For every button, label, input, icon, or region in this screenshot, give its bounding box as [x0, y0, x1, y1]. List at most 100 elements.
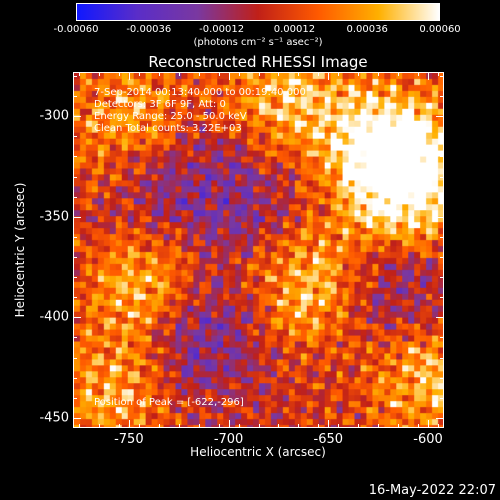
x-major-tick-top: [428, 72, 430, 80]
x-minor-tick: [318, 72, 320, 76]
y-minor-tick: [73, 337, 77, 339]
annotation-energy: Energy Range: 25.0 - 50.0 keV: [94, 111, 247, 122]
colorbar-tick-label: 0.00012: [273, 24, 316, 35]
y-minor-tick: [73, 297, 77, 299]
colorbar-tick-label: 0.00036: [346, 24, 388, 35]
y-minor-tick: [440, 337, 444, 339]
y-major-tick-right: [436, 417, 444, 419]
footer-date: 16-May-2022 22:07: [368, 483, 496, 498]
y-minor-tick: [440, 357, 444, 359]
y-major-tick: [73, 216, 81, 218]
x-minor-tick: [258, 72, 260, 76]
colorbar: [76, 3, 440, 21]
x-minor-tick: [298, 424, 300, 428]
y-minor-tick: [440, 297, 444, 299]
x-minor-tick: [398, 72, 400, 76]
y-minor-tick: [73, 136, 77, 138]
x-minor-tick: [278, 424, 280, 428]
x-minor-tick: [318, 424, 320, 428]
x-minor-tick: [178, 72, 180, 76]
x-major-tick-top: [328, 72, 330, 80]
colorbar-tick-label: 0.00060: [419, 24, 461, 35]
x-minor-tick: [418, 72, 420, 76]
plot-title: Reconstructed RHESSI Image: [148, 53, 368, 71]
x-minor-tick: [198, 72, 200, 76]
x-minor-tick: [358, 72, 360, 76]
colorbar-units-label: (photons cm⁻² s⁻¹ asec⁻²): [193, 37, 323, 48]
x-major-tick: [428, 420, 430, 428]
x-minor-tick: [158, 72, 160, 76]
x-minor-tick: [198, 424, 200, 428]
x-minor-tick: [138, 424, 140, 428]
annotation-clean: Clean Total counts: 3.22E+03: [94, 123, 242, 134]
x-minor-tick: [178, 424, 180, 428]
y-major-tick-right: [436, 317, 444, 319]
y-minor-tick: [440, 377, 444, 379]
y-minor-tick: [73, 96, 77, 98]
y-minor-tick: [440, 236, 444, 238]
y-minor-tick: [440, 136, 444, 138]
x-minor-tick: [238, 424, 240, 428]
plot-area: 7-Sep-2014 00:13:40.000 to 00:19:40.000 …: [73, 72, 444, 428]
x-minor-tick: [438, 72, 440, 76]
x-tick-label: -700: [213, 432, 244, 447]
x-minor-tick: [338, 424, 340, 428]
y-minor-tick: [440, 176, 444, 178]
x-minor-tick: [218, 72, 220, 76]
x-major-tick-top: [128, 72, 130, 80]
y-minor-tick: [73, 176, 77, 178]
y-minor-tick: [73, 156, 77, 158]
y-minor-tick: [73, 196, 77, 198]
x-tick-label: -650: [313, 432, 344, 447]
y-minor-tick: [440, 156, 444, 158]
x-minor-tick: [358, 424, 360, 428]
x-minor-tick: [218, 424, 220, 428]
y-minor-tick: [73, 76, 77, 78]
x-tick-label: -600: [413, 432, 443, 447]
y-minor-tick: [440, 196, 444, 198]
x-major-tick-top: [228, 72, 230, 80]
annotation-peak: Position of Peak = [-622,-296]: [94, 397, 244, 408]
x-minor-tick: [378, 424, 380, 428]
x-minor-tick: [118, 72, 120, 76]
y-minor-tick: [440, 277, 444, 279]
x-major-tick: [328, 420, 330, 428]
x-minor-tick: [98, 72, 100, 76]
x-axis-label: Heliocentric X (arcsec): [190, 445, 326, 459]
colorbar-tick-label: -0.00060: [53, 24, 99, 35]
x-minor-tick: [338, 72, 340, 76]
colorbar-tick-label: -0.00036: [126, 24, 172, 35]
x-major-tick: [128, 420, 130, 428]
y-major-tick-right: [436, 116, 444, 118]
annotation-detectors: Detectors: 3F 6F 9F, Att: 0: [94, 99, 226, 110]
heatmap-image: [74, 73, 443, 427]
y-minor-tick: [73, 236, 77, 238]
y-minor-tick: [73, 277, 77, 279]
x-minor-tick: [98, 424, 100, 428]
x-minor-tick: [238, 72, 240, 76]
y-tick-label: -400: [39, 309, 69, 325]
y-major-tick: [73, 317, 81, 319]
colorbar-tick-label: -0.00012: [199, 24, 245, 35]
y-minor-tick: [73, 397, 77, 399]
annotation-time: 7-Sep-2014 00:13:40.000 to 00:19:40.000: [94, 87, 306, 98]
y-major-tick: [73, 417, 81, 419]
y-minor-tick: [73, 257, 77, 259]
x-major-tick: [228, 420, 230, 428]
x-minor-tick: [138, 72, 140, 76]
x-minor-tick: [418, 424, 420, 428]
x-minor-tick: [258, 424, 260, 428]
x-minor-tick: [438, 424, 440, 428]
y-tick-label: -300: [39, 108, 69, 124]
y-major-tick-right: [436, 216, 444, 218]
y-tick-label: -450: [39, 410, 69, 426]
x-minor-tick: [158, 424, 160, 428]
x-minor-tick: [78, 424, 80, 428]
y-axis-label: Heliocentric Y (arcsec): [13, 182, 27, 318]
x-minor-tick: [398, 424, 400, 428]
y-tick-label: -350: [39, 209, 69, 225]
y-minor-tick: [440, 257, 444, 259]
y-minor-tick: [73, 357, 77, 359]
x-minor-tick: [378, 72, 380, 76]
y-minor-tick: [440, 96, 444, 98]
